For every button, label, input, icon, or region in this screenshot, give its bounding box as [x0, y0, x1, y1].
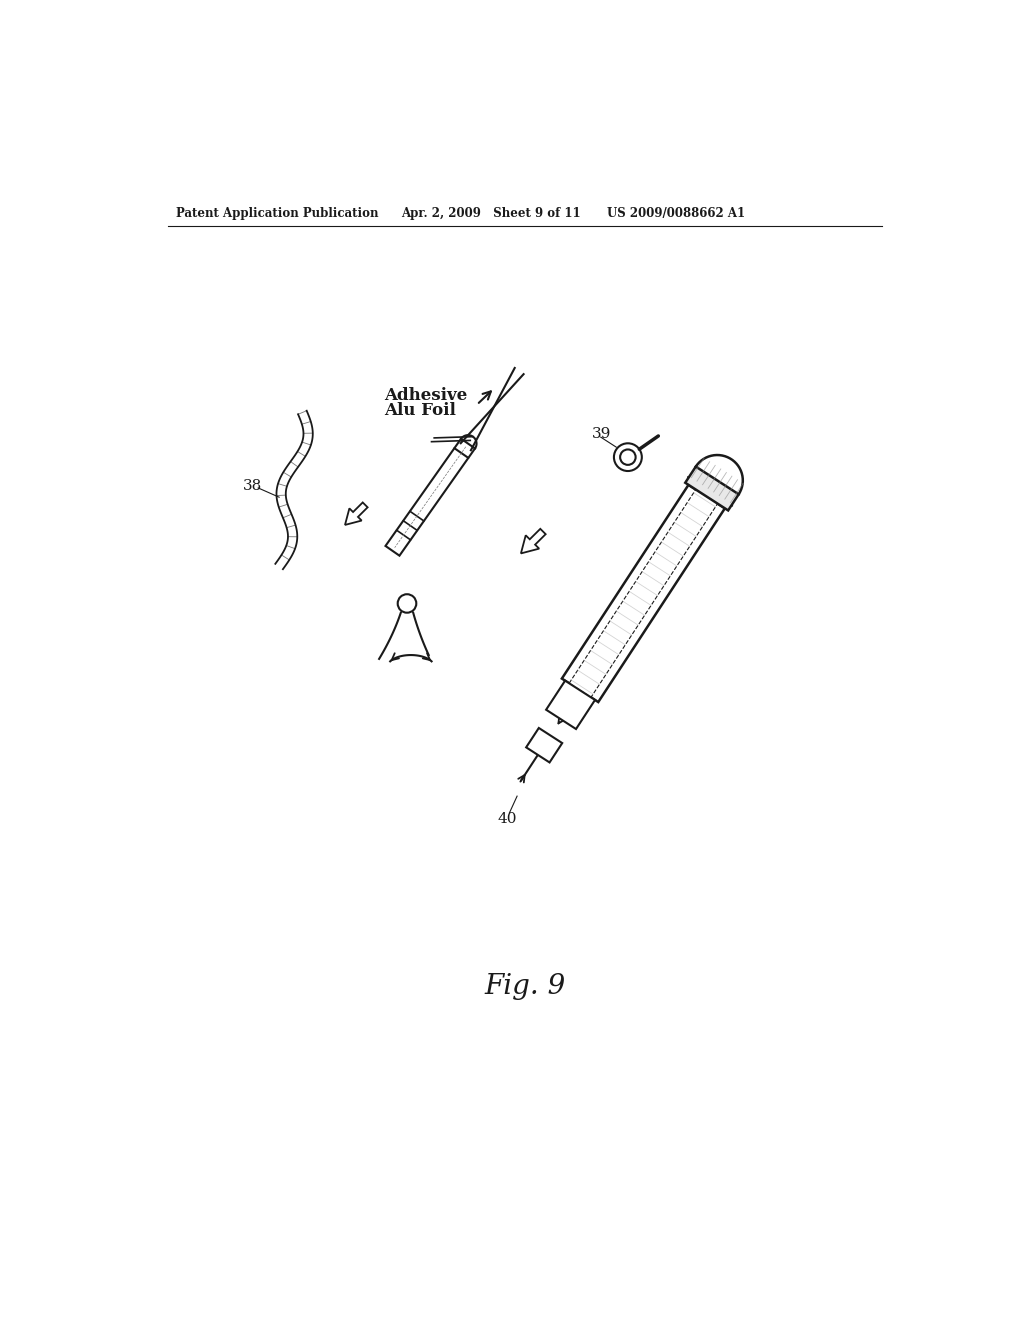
Circle shape [614, 444, 642, 471]
Text: Fig. 9: Fig. 9 [484, 973, 565, 999]
Text: Patent Application Publication: Patent Application Publication [176, 207, 379, 220]
Polygon shape [345, 503, 368, 525]
Polygon shape [562, 484, 725, 702]
Polygon shape [385, 438, 475, 556]
Text: US 2009/0088662 A1: US 2009/0088662 A1 [607, 207, 745, 220]
Polygon shape [521, 529, 546, 553]
Polygon shape [569, 490, 718, 697]
Circle shape [621, 449, 636, 465]
Text: 40: 40 [498, 812, 517, 826]
Polygon shape [526, 727, 562, 763]
Text: Adhesive: Adhesive [384, 387, 467, 404]
Text: 38: 38 [243, 479, 262, 492]
Polygon shape [685, 466, 738, 511]
Text: 39: 39 [592, 428, 611, 441]
Polygon shape [546, 681, 595, 729]
Circle shape [397, 594, 417, 612]
Text: Alu Foil: Alu Foil [384, 403, 456, 420]
Text: Apr. 2, 2009   Sheet 9 of 11: Apr. 2, 2009 Sheet 9 of 11 [400, 207, 581, 220]
